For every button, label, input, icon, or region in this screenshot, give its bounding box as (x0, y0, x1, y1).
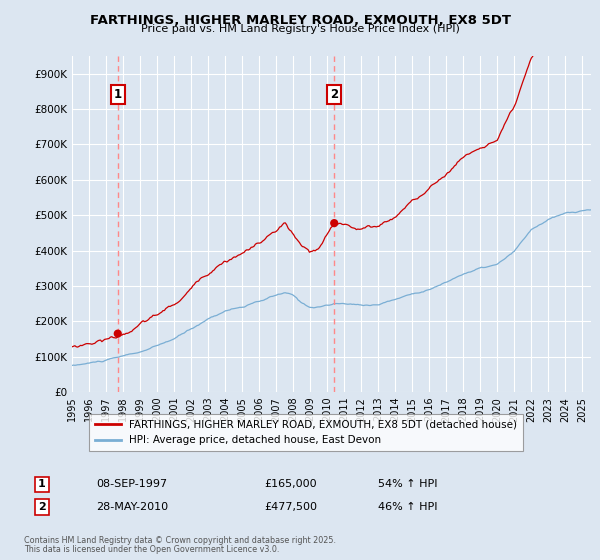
Text: £165,000: £165,000 (264, 479, 317, 489)
Text: Price paid vs. HM Land Registry's House Price Index (HPI): Price paid vs. HM Land Registry's House … (140, 24, 460, 34)
Text: 2: 2 (38, 502, 46, 512)
Point (113, 329, 122, 338)
Legend: FARTHINGS, HIGHER MARLEY ROAD, EXMOUTH, EX8 5DT (detached house), HPI: Average p: FARTHINGS, HIGHER MARLEY ROAD, EXMOUTH, … (89, 414, 523, 451)
Text: 54% ↑ HPI: 54% ↑ HPI (378, 479, 437, 489)
Text: 1: 1 (114, 88, 122, 101)
Text: Contains HM Land Registry data © Crown copyright and database right 2025.: Contains HM Land Registry data © Crown c… (24, 536, 336, 545)
Text: FARTHINGS, HIGHER MARLEY ROAD, EXMOUTH, EX8 5DT: FARTHINGS, HIGHER MARLEY ROAD, EXMOUTH, … (89, 14, 511, 27)
Text: 08-SEP-1997: 08-SEP-1997 (96, 479, 167, 489)
Text: 46% ↑ HPI: 46% ↑ HPI (378, 502, 437, 512)
Point (329, 218, 339, 227)
Text: £477,500: £477,500 (264, 502, 317, 512)
Text: 28-MAY-2010: 28-MAY-2010 (96, 502, 168, 512)
Text: 1: 1 (38, 479, 46, 489)
Text: 2: 2 (330, 88, 338, 101)
Text: This data is licensed under the Open Government Licence v3.0.: This data is licensed under the Open Gov… (24, 545, 280, 554)
